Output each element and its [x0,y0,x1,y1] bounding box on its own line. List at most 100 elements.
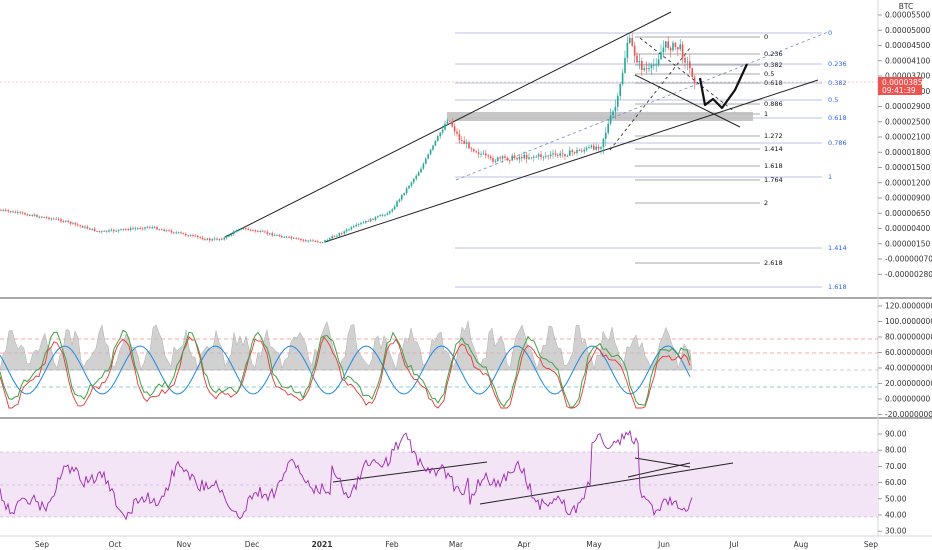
candle-body [497,157,499,161]
candle-body [595,146,597,150]
candle-body [631,37,633,46]
candle-body [65,220,67,222]
candle-body [74,222,77,225]
price-tick-label: 0.00000150 [885,239,931,248]
price-tick-label: -0.00000070 [885,255,932,264]
candle-body [247,228,249,230]
candle-body [533,156,535,158]
candle-body [501,156,504,159]
candle-body [369,218,372,222]
candle-body [228,235,230,237]
fib-layer: 00.2360.3820.50.6180.88611.2721.4141.618… [0,29,878,291]
trendline [224,11,672,238]
candle-body [93,228,96,232]
candle-body [633,45,636,56]
candle-body [168,230,170,232]
trendline [634,74,741,128]
rsi-layer [0,429,693,521]
time-axis[interactable]: Sep Oct Nov Dec 2021 Feb Mar Apr May Jun Jul Aug Sep [35,540,878,549]
candle-body [415,175,417,179]
candle-body [180,232,182,234]
candle-body [5,210,7,211]
price-tick-label: 0.00004100 [885,56,931,65]
candle-body [381,215,384,216]
candle-body [449,121,451,122]
candle-body [571,150,573,153]
price-pane[interactable] [0,0,878,297]
currency-label: BTC [899,2,914,11]
fib-level-label: 2 [764,199,768,207]
candle-body [535,156,537,158]
candle-body [189,235,192,237]
candle-body [523,154,525,159]
candle-body [360,223,362,225]
candle-body [141,228,144,230]
candle-body [235,231,237,232]
trendline [332,461,488,483]
candle-body [693,77,696,84]
time-label: Apr [518,540,532,549]
candle-body [607,123,609,133]
osc-tick-label: 120.00000000 [885,302,932,311]
candle-body [206,238,209,240]
candle-body [2,210,5,211]
rsi-axis[interactable]: 90.00 80.00 70.00 60.00 50.00 40.00 30.00 [878,430,907,536]
projection-path [698,63,748,110]
candle-body [372,218,374,220]
rsi-tick-label: 30.00 [885,527,907,536]
candle-body [36,214,38,217]
candle-body [285,236,288,238]
candle-body [506,157,509,161]
candle-body [317,241,319,243]
candle-body [281,236,283,238]
candle-body [103,230,105,232]
candle-body [614,106,617,112]
candle-body [153,227,156,228]
price-tick-label: -0.00000280 [885,270,932,279]
candle-body [259,231,261,232]
candle-body [612,111,614,116]
candle-body [338,233,341,236]
candle-body [386,213,389,215]
candle-body [199,237,201,238]
candle-body [31,215,33,216]
candle-body [655,64,657,66]
candle-body [413,178,415,183]
candle-body [384,214,386,216]
candle-body [691,68,693,78]
candle-body [444,123,446,130]
candle-body [552,153,554,155]
candle-body [667,41,669,49]
fib-blue-level-label: 1 [828,173,832,181]
candle-body [230,233,233,236]
candle-body [396,201,398,207]
candle-body [266,232,269,234]
candle-body [353,226,355,228]
candle-body [677,47,679,50]
rsi-overbought-band [0,452,878,517]
time-label: Jun [657,540,670,549]
candle-body [648,68,650,70]
candle-body [513,155,516,158]
price-axis[interactable]: BTC 0.00005500 0.00005000 0.00004500 0.0000… [878,2,932,279]
candle-body [187,235,189,237]
candle-body [429,149,432,155]
candle-body [24,213,26,215]
candle-body [254,230,257,232]
osc-tick-label: 80.00000000 [885,333,932,342]
candle-body [309,240,312,242]
candle-body [21,212,24,214]
candle-body [465,142,468,144]
candle-body [218,238,221,240]
candle-body [602,138,605,148]
candle-body [621,72,624,85]
time-label: Sep [864,540,878,549]
candle-body [470,148,473,150]
candle-body [60,219,62,222]
candle-body [98,231,101,232]
fib-blue-level-label: 0.236 [828,60,847,68]
candle-body [84,226,86,228]
oscillator-axis[interactable]: 120.00000000 100.00000000 80.00000000 60.00… [878,302,932,420]
candle-body [609,115,612,124]
